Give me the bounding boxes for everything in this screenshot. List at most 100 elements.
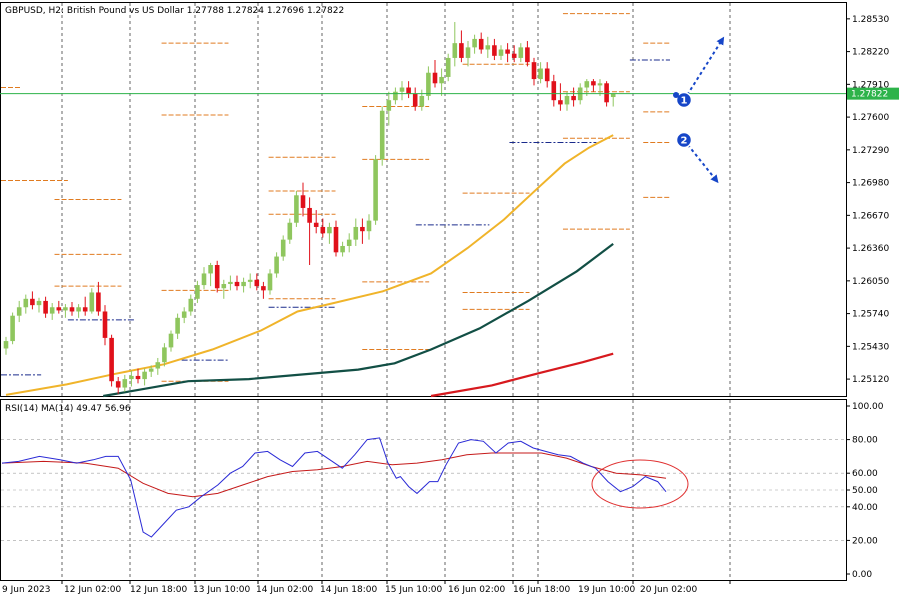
price-axis-label: 1.26980 [852,179,889,189]
candle [393,87,398,105]
candle [82,296,88,316]
last-price-tag-label: 1.27822 [851,90,888,100]
rsi-axis-label: 20.00 [852,536,878,546]
rsi-panel[interactable]: RSI(14) MA(14) 49.47 56.96 [0,399,847,581]
price-axis-label: 1.26360 [852,244,889,254]
candle [63,304,68,318]
candle-body [426,72,431,96]
candle-body [115,381,121,388]
candle [412,87,418,111]
candle-body [234,281,240,287]
annotation-dot [673,92,679,98]
annotation-number: 1 [681,96,688,107]
candle-body [3,341,9,349]
candle-body [452,43,458,58]
candle [439,68,444,96]
candle-body [558,100,563,105]
candle-body [571,95,576,101]
price-panel-frame [0,2,847,397]
candle-body [23,298,29,308]
rsi-axis[interactable]: 100.00 80.00 60.00 50.00 40.00 20.00 0.00 [846,402,884,580]
candle-body [109,337,114,382]
candle-body [340,245,345,253]
candle [564,91,570,111]
candle [102,305,108,346]
candle-body [445,57,451,77]
rsi-axis-label: 60.00 [852,469,878,479]
candle [406,81,411,99]
candle-body [10,315,15,342]
price-axis[interactable]: 1.28530 1.28220 1.27910 1.27600 1.27290 1.269… [846,15,889,385]
candle-body [36,300,42,306]
price-axis-label: 1.27290 [852,146,889,156]
candle [478,32,484,54]
candle [175,313,180,339]
candle-body [544,68,550,82]
candle-body [135,375,141,380]
price-panel[interactable]: 12 GBPUSD, H2: British Pound vs US Dolla… [0,2,847,398]
time-axis[interactable]: 9 Jun 2023 12 Jun 02:00 12 Jun 18:00 13 Jun… [2,580,731,595]
candle-body [399,87,405,92]
time-axis-label: 19 Jun 10:00 [578,585,635,595]
price-axis-label: 1.25430 [852,342,889,352]
candle [96,281,101,316]
candle [23,294,29,314]
candle [333,220,339,257]
candle [148,365,154,377]
candle [89,288,95,314]
price-axis-label: 1.25120 [852,375,889,385]
annotation-circle [675,91,693,109]
candle [115,376,121,394]
candle [181,307,187,324]
candle [30,291,35,310]
candle-body [307,207,312,223]
candle-body [373,159,378,221]
candle [3,336,9,355]
candle [498,45,504,61]
candle-body [280,239,286,257]
candle-body [188,298,194,312]
candle [300,182,306,217]
candle [538,62,543,84]
candle-body [287,222,293,240]
candle-body [168,333,174,348]
candle-body [478,38,484,50]
candle [432,60,438,88]
candle-body [597,83,603,86]
candle-body [346,239,352,246]
candle-body [505,49,510,54]
candle [340,241,345,257]
candle-body [122,379,128,388]
candle [280,235,286,261]
candle-body [195,285,200,299]
candle [452,22,458,67]
candle-body [386,100,392,111]
candle [208,262,213,287]
candle [313,210,319,234]
candle-body [274,256,279,274]
candle [267,269,273,295]
annotation-circle [675,131,693,149]
candle [76,304,81,318]
candle [591,79,596,92]
candle [511,45,517,63]
rsi-ma-line [1,452,667,498]
last-price-tag-box [847,87,899,100]
time-axis-label: 13 Jun 10:00 [193,585,250,595]
candle-body [254,279,260,287]
candle-body [360,226,365,232]
candle-body [406,87,411,94]
rsi-line [1,437,667,538]
candle [228,275,233,291]
candle-body [162,347,167,363]
candle-body [320,226,326,234]
ma-fast-line [5,134,614,396]
candle-body [432,72,438,84]
candle [254,273,260,291]
rsi-grid [1,400,846,580]
rsi-axis-label: 40.00 [852,503,878,513]
price-axis-label: 1.25740 [852,310,889,320]
rsi-highlight-ellipse [591,459,689,509]
candle-body [247,279,253,282]
